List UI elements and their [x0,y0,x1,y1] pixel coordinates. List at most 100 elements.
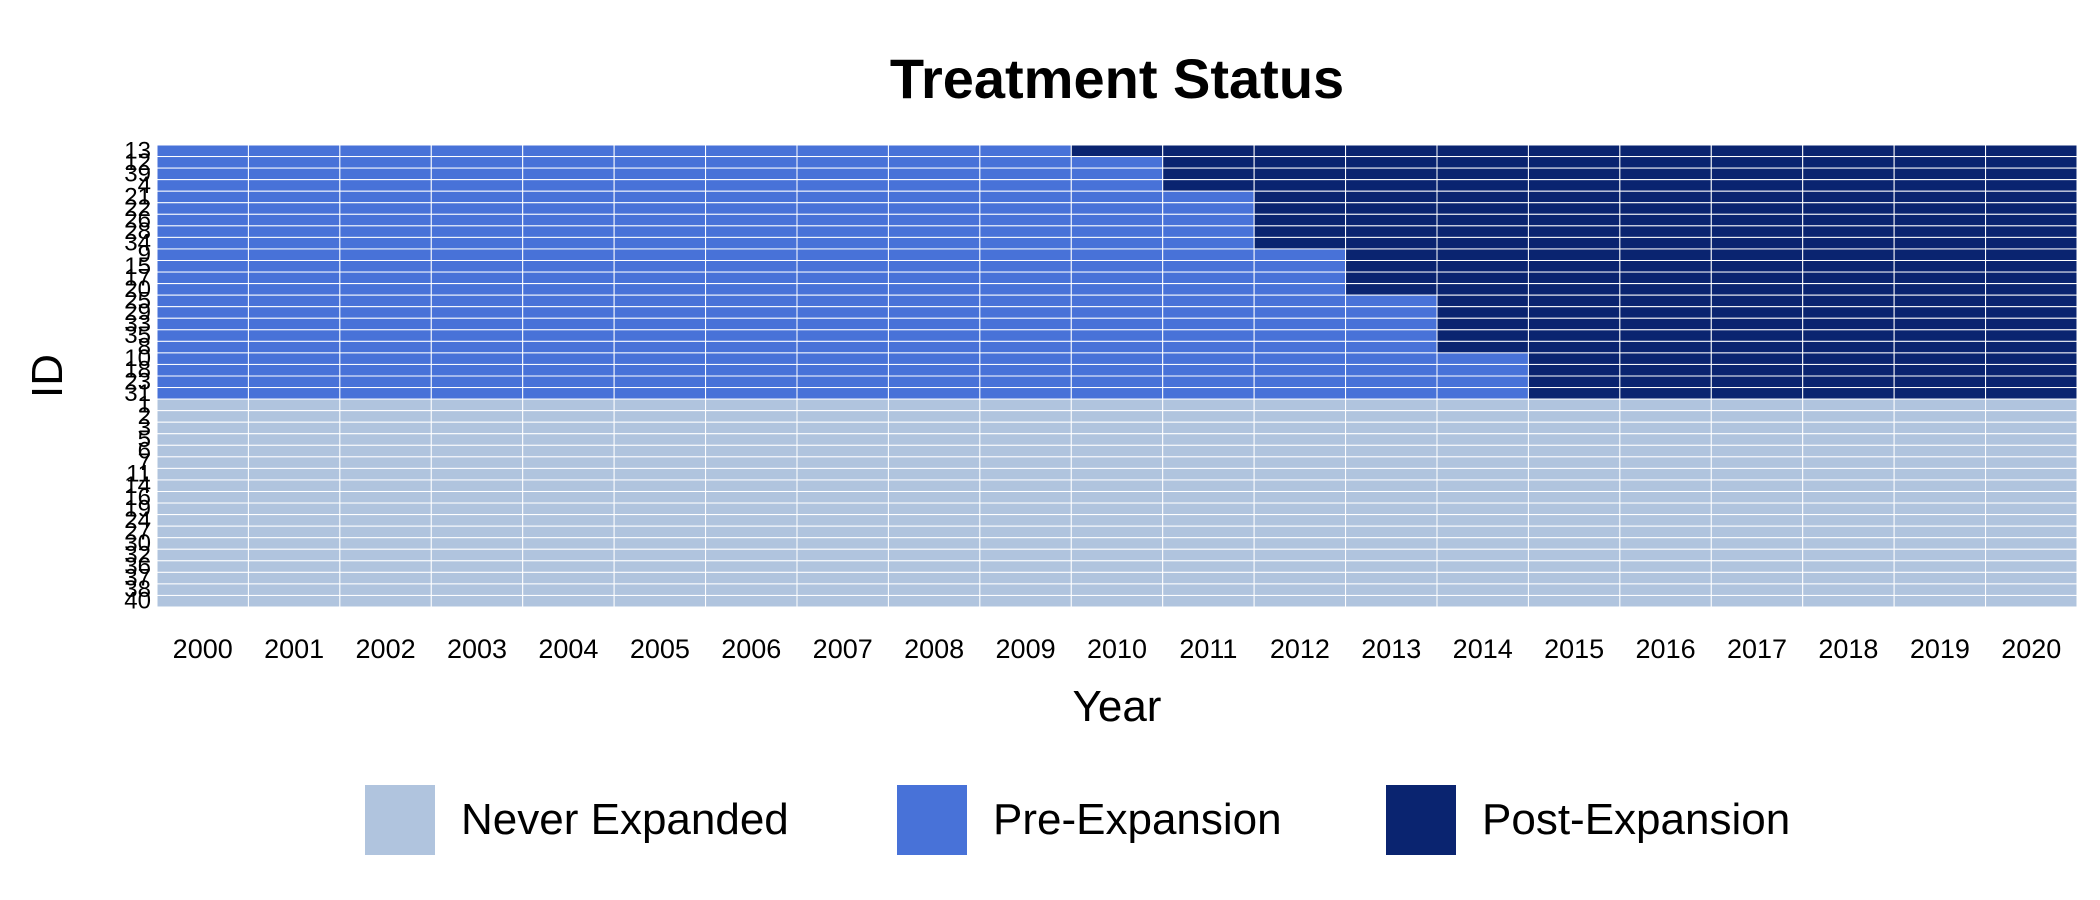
heatmap-cell [979,583,1072,596]
heatmap-cell [156,444,249,458]
y-tick-label: 28 [124,218,151,245]
heatmap-cell [1893,352,1987,365]
heatmap-cell [156,236,249,250]
heatmap-cell [887,398,981,412]
heatmap-cell [339,167,432,181]
heatmap-cell [796,456,889,469]
heatmap-cell [1802,340,1895,354]
heatmap-cell [430,294,524,308]
heatmap-cell [705,491,798,504]
heatmap-cell [979,491,1072,504]
heatmap-cell [156,398,249,412]
x-tick-label: 2020 [2001,634,2061,664]
heatmap-cell [796,213,889,227]
heatmap-cell [705,248,798,261]
heatmap-cell [1253,352,1347,365]
heatmap-cell [1893,329,1987,342]
heatmap-cell [613,213,707,227]
heatmap-cell [1619,236,1712,250]
heatmap-cell [1070,525,1164,539]
heatmap-cell [1345,179,1438,192]
x-tick-label: 2012 [1270,634,1330,664]
heatmap-cell [430,571,524,585]
heatmap-cell [247,421,341,435]
heatmap-cell [1619,213,1712,227]
heatmap-cell [522,260,615,273]
heatmap-cell [339,225,432,238]
heatmap-cell [705,583,798,596]
heatmap-cell [1527,456,1621,469]
heatmap-cell [1802,548,1895,562]
heatmap-cell [430,456,524,469]
heatmap-cell [1436,363,1529,377]
heatmap-cell [522,421,615,435]
heatmap-cell [339,537,432,550]
heatmap-cell [1893,594,1987,608]
heatmap-cell [1162,202,1255,215]
heatmap-cell [1162,456,1255,469]
heatmap-cell [796,271,889,285]
heatmap-cell [1253,387,1347,400]
heatmap-cell [1710,271,1804,285]
heatmap-cell [247,467,341,481]
heatmap-cell [796,560,889,573]
y-tick-label: 13 [124,137,151,164]
x-tick-label: 2003 [447,634,507,664]
heatmap-cell [1985,479,2078,493]
heatmap-cell [613,271,707,285]
heatmap-cell [430,271,524,285]
y-tick-label: 10 [124,345,151,372]
heatmap-cell [430,514,524,527]
heatmap-cell [887,248,981,261]
heatmap-cell [1070,167,1164,181]
heatmap-cell [1802,467,1895,481]
heatmap-cell [1893,525,1987,539]
heatmap-cell [1253,467,1347,481]
heatmap-cell [1436,537,1529,550]
heatmap-cell [1527,548,1621,562]
heatmap-cell [430,260,524,273]
heatmap-cell [1527,479,1621,493]
heatmap-cell [979,467,1072,481]
heatmap-cell [1893,456,1987,469]
heatmap-cell [1345,375,1438,389]
heatmap-cell [1527,179,1621,192]
heatmap-cell [613,363,707,377]
heatmap-cell [522,225,615,238]
heatmap-cell [430,225,524,238]
heatmap-cell [1985,467,2078,481]
heatmap-cell [430,444,524,458]
heatmap-cell [613,283,707,296]
heatmap-cell [979,514,1072,527]
heatmap-cell [1436,548,1529,562]
heatmap-cell [1527,375,1621,389]
heatmap-cell [522,213,615,227]
heatmap-cell [979,167,1072,181]
heatmap-cell [339,294,432,308]
heatmap-cell [887,167,981,181]
heatmap-cell [1070,467,1164,481]
heatmap-cell [1070,179,1164,192]
heatmap-cell [430,306,524,319]
heatmap-cell [796,594,889,608]
heatmap-cell [1162,271,1255,285]
heatmap-cell [1893,479,1987,493]
heatmap-cell [887,502,981,516]
heatmap-cell [613,387,707,400]
heatmap-cell [796,179,889,192]
heatmap-cell [613,467,707,481]
heatmap-cell [1985,387,2078,400]
heatmap-cell [796,306,889,319]
heatmap-cell [430,179,524,192]
heatmap-cell [613,294,707,308]
heatmap-cell [1802,491,1895,504]
heatmap-cell [1253,560,1347,573]
heatmap-cell [156,525,249,539]
heatmap-cell [156,560,249,573]
heatmap-cell [613,202,707,215]
heatmap-cell [1710,283,1804,296]
heatmap-cell [1619,444,1712,458]
y-tick-label: 20 [124,276,151,303]
heatmap-cell [1985,514,2078,527]
heatmap-cell [1527,248,1621,261]
